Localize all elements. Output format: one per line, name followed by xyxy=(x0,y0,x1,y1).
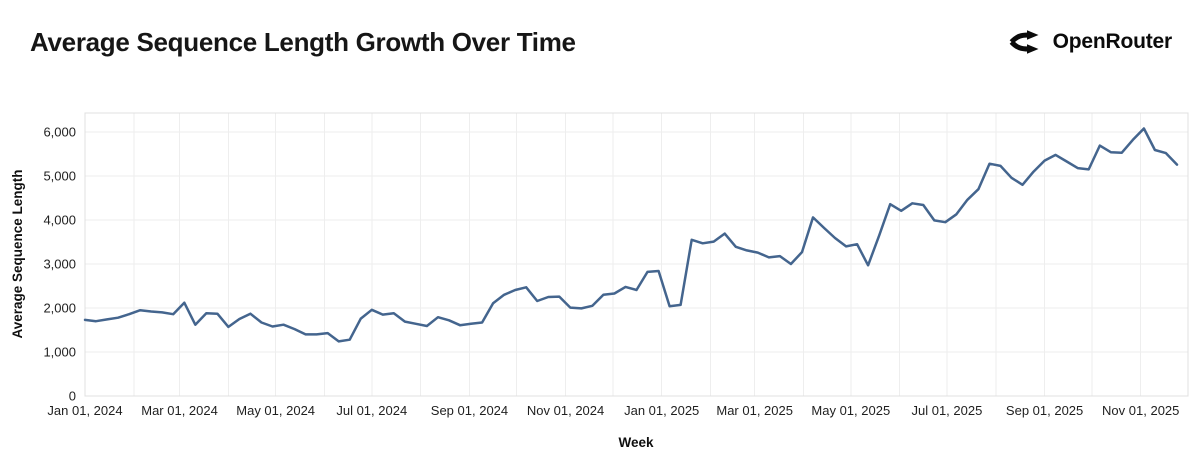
x-tick-label: Nov 01, 2024 xyxy=(527,403,604,418)
x-tick-label: Sep 01, 2025 xyxy=(1006,403,1083,418)
openrouter-fork-icon xyxy=(1009,30,1039,54)
x-tick-label: Mar 01, 2024 xyxy=(141,403,218,418)
y-tick-label: 1,000 xyxy=(43,345,76,360)
x-tick-label: May 01, 2024 xyxy=(236,403,315,418)
y-tick-label: 0 xyxy=(69,389,76,404)
y-tick-label: 4,000 xyxy=(43,213,76,228)
y-tick-label: 2,000 xyxy=(43,301,76,316)
x-tick-label: Jul 01, 2024 xyxy=(336,403,407,418)
series-layer xyxy=(83,127,1179,343)
page-title: Average Sequence Length Growth Over Time xyxy=(30,27,576,57)
y-tick-label: 3,000 xyxy=(43,257,76,272)
grid-layer xyxy=(84,112,1189,397)
y-tick-label: 6,000 xyxy=(43,125,76,140)
x-tick-label: Nov 01, 2025 xyxy=(1102,403,1179,418)
x-tick-label: Jan 01, 2025 xyxy=(624,403,699,418)
x-tick-label: Jan 01, 2024 xyxy=(47,403,122,418)
x-axis-title: Week xyxy=(618,435,654,450)
openrouter-logo: OpenRouter xyxy=(1009,29,1172,55)
openrouter-logo-text: OpenRouter xyxy=(1052,30,1173,53)
x-tick-label: May 01, 2025 xyxy=(811,403,890,418)
y-axis-title: Average Sequence Length xyxy=(10,169,25,338)
x-tick-label: Mar 01, 2025 xyxy=(716,403,793,418)
x-tick-label: Sep 01, 2024 xyxy=(431,403,508,418)
y-tick-label: 5,000 xyxy=(43,169,76,184)
tick-layer: 0 1,000 2,000 3,000 4,000 5,000 6,000 Jan 01, 2… xyxy=(43,125,1179,419)
x-tick-label: Jul 01, 2025 xyxy=(911,403,982,418)
average-sequence-length-line xyxy=(83,127,1179,343)
plot-border xyxy=(84,112,1189,397)
